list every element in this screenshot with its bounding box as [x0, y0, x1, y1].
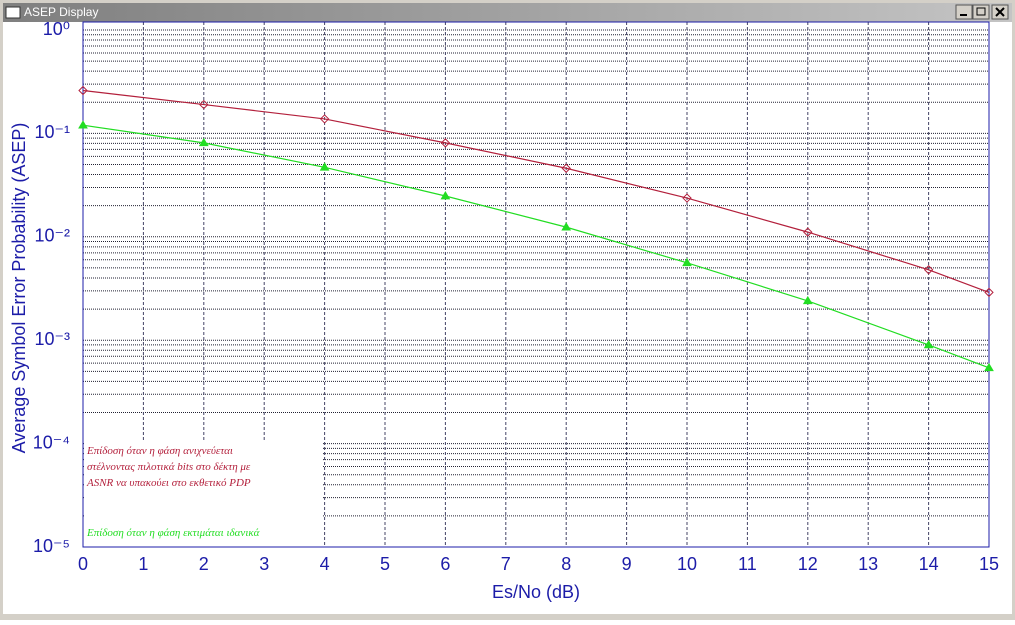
x-tick-label: 2	[199, 554, 209, 574]
x-tick-label: 12	[798, 554, 818, 574]
data-point	[440, 138, 451, 148]
data-point	[803, 227, 813, 237]
y-tick-label: 10⁻³	[34, 329, 70, 349]
y-tick-label: 10⁻⁴	[33, 432, 70, 452]
data-point	[561, 163, 571, 173]
y-tick-label: 10⁻²	[34, 226, 70, 246]
data-point	[682, 257, 692, 267]
data-point	[923, 265, 934, 275]
data-point	[78, 85, 88, 96]
data-point	[319, 162, 330, 171]
title-bar	[3, 3, 1012, 22]
legend-entry: Επίδοση όταν η φάση εκτιμάται ιδανικά	[87, 527, 260, 539]
data-point	[319, 114, 330, 124]
close-button[interactable]	[991, 4, 1009, 20]
data-point	[984, 362, 994, 372]
data-point	[440, 191, 451, 200]
maximize-button[interactable]	[972, 4, 990, 20]
data-point	[199, 99, 209, 110]
window-icon	[5, 6, 21, 19]
minimize-button[interactable]	[955, 4, 973, 20]
data-point	[802, 295, 813, 305]
x-tick-label: 1	[138, 554, 148, 574]
legend-entry: Επίδοση όταν η φάση ανιχνεύεται στέλνοντ…	[87, 445, 251, 489]
x-tick-label: 10	[677, 554, 697, 574]
data-point	[923, 339, 934, 349]
x-tick-label: 7	[501, 554, 511, 574]
data-point	[78, 120, 88, 129]
window-title: ASEP Display	[24, 5, 98, 19]
y-tick-label: 10⁻¹	[34, 122, 70, 142]
x-tick-label: 8	[561, 554, 571, 574]
x-tick-label: 15	[979, 554, 999, 574]
x-tick-label: 5	[380, 554, 390, 574]
x-tick-label: 6	[440, 554, 450, 574]
y-tick-label: 10⁰	[43, 19, 70, 39]
x-tick-label: 0	[78, 554, 88, 574]
y-axis-label: Average Symbol Error Probability (ASEP)	[9, 123, 29, 454]
x-tick-label: 13	[858, 554, 878, 574]
data-point	[198, 137, 209, 147]
x-tick-label: 14	[919, 554, 939, 574]
x-tick-label: 11	[738, 554, 757, 574]
y-tick-label: 10⁻⁵	[33, 536, 70, 556]
data-point	[561, 222, 572, 231]
x-tick-label: 9	[622, 554, 632, 574]
x-tick-label: 4	[320, 554, 330, 574]
data-point	[984, 287, 994, 298]
plot-border	[82, 21, 990, 548]
legend: Επίδοση όταν η φάση ανιχνεύεται στέλνοντ…	[84, 441, 322, 546]
x-axis-label: Es/No (dB)	[492, 582, 580, 602]
data-point	[682, 193, 692, 203]
series-line	[82, 89, 990, 293]
x-tick-label: 3	[259, 554, 269, 574]
